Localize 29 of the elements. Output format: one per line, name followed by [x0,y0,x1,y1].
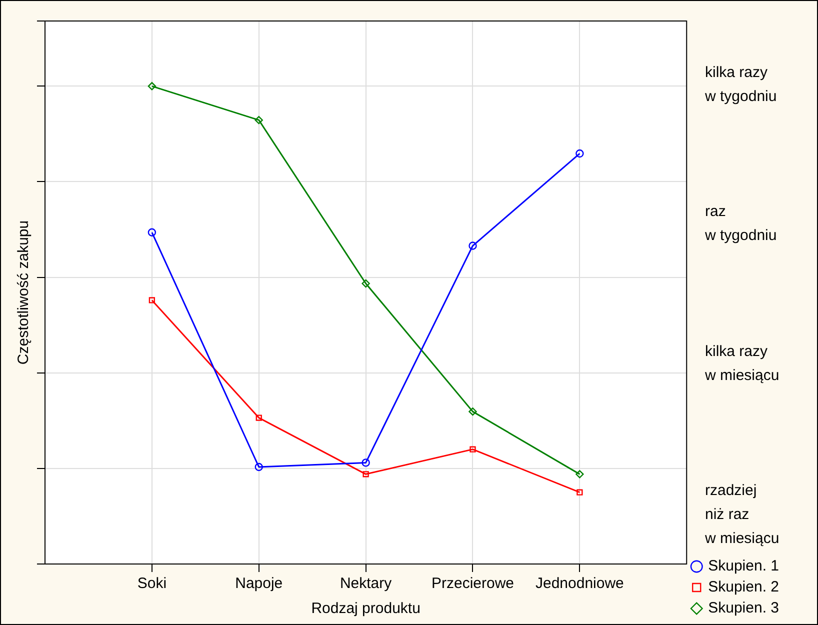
text: kilka razy w miesiącu [705,342,780,386]
x-tick-label: Napoje [235,575,283,592]
x-tick-label: Jednodniowe [535,575,624,592]
point [148,82,156,90]
legend-label: Skupien. 3 [708,600,780,617]
text: raz w tygodniu [705,202,778,246]
y-axis-title: Częstotliwość zakupu [15,220,32,365]
x-tick-label: Przecierowe [431,575,514,592]
point [362,279,370,288]
point [148,228,156,236]
point [362,458,370,467]
point [148,297,156,304]
point [254,116,263,124]
point [256,414,262,421]
x-axis-title: Rodzaj produktu [311,600,420,618]
x-tick-label: Nektary [340,575,392,592]
point [254,462,263,472]
text: rzadziej niż raz w miesiącu [705,480,780,549]
x-tick-label: Soki [137,575,167,592]
legend-label: Skupien. 1 [708,558,780,575]
point [576,470,584,478]
point [576,489,583,496]
point [470,446,476,452]
point [468,242,477,250]
point [576,149,584,158]
text: kilka razy w tygodniu [705,63,778,107]
point [468,407,477,416]
legend-label: Skupien. 2 [708,578,780,596]
point [362,471,369,478]
